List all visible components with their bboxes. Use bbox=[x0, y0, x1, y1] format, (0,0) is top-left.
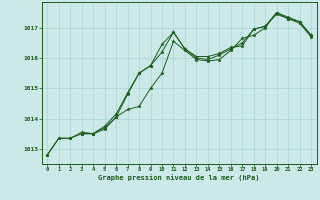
X-axis label: Graphe pression niveau de la mer (hPa): Graphe pression niveau de la mer (hPa) bbox=[99, 174, 260, 181]
